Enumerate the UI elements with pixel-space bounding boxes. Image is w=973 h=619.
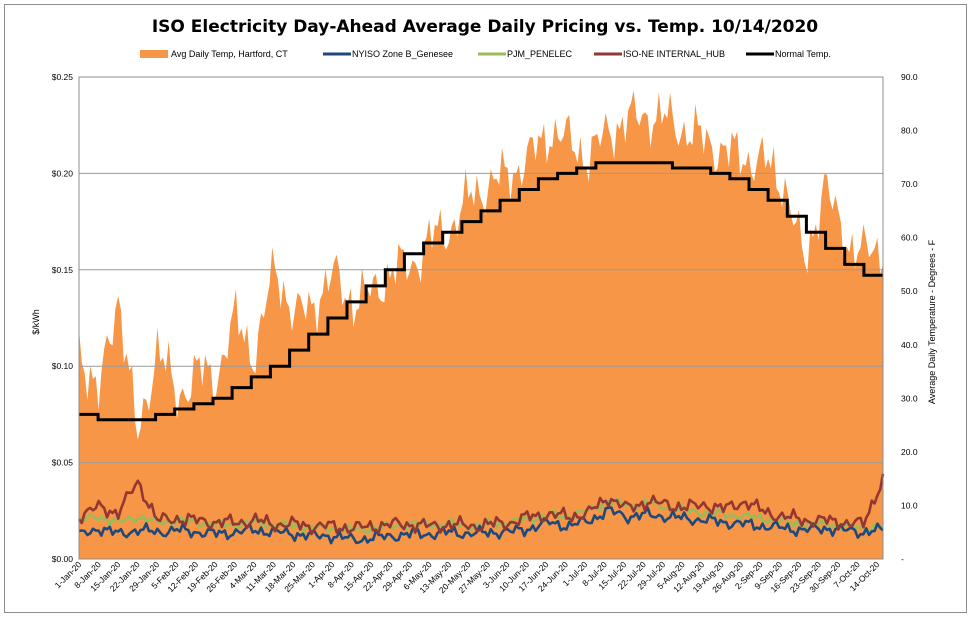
legend-label-isone: ISO-NE INTERNAL_HUB bbox=[623, 49, 725, 59]
right-tick-label: 70.0 bbox=[901, 179, 918, 189]
legend-label-normal: Normal Temp. bbox=[775, 49, 831, 59]
axes bbox=[78, 76, 884, 560]
right-tick-label: 10.0 bbox=[901, 500, 918, 510]
right-axis-ticks: - 10.0 20.0 30.0 40.0 50.0 60.0 70.0 80.0 90.0 bbox=[901, 72, 918, 564]
left-tick-label: $0.00 bbox=[52, 554, 74, 564]
right-tick-label: 90.0 bbox=[901, 72, 918, 82]
plot-area bbox=[79, 90, 883, 560]
chart-frame: ISO Electricity Day-Ahead Average Daily … bbox=[4, 4, 967, 613]
right-axis-label: Average Daily Temperature - Degrees - F bbox=[927, 239, 937, 404]
left-axis-label: $/kWh bbox=[31, 309, 41, 335]
chart: ISO Electricity Day-Ahead Average Daily … bbox=[31, 17, 937, 595]
left-tick-label: $0.05 bbox=[52, 458, 74, 468]
right-tick-label: 50.0 bbox=[901, 286, 918, 296]
plot-border bbox=[78, 76, 884, 560]
right-tick-label: 20.0 bbox=[901, 447, 918, 457]
legend-label-temp: Avg Daily Temp, Hartford, CT bbox=[171, 49, 288, 59]
legend-label-pjm: PJM_PENELEC bbox=[507, 49, 573, 59]
series-lines bbox=[77, 161, 885, 545]
right-tick-label: 80.0 bbox=[901, 126, 918, 136]
left-axis-ticks: $0.00 $0.05 $0.10 $0.15 $0.20 $0.25 bbox=[52, 72, 74, 564]
temp-area bbox=[79, 90, 883, 560]
x-axis-ticks: 1-Jan-208-Jan-2015-Jan-2022-Jan-2029-Jan… bbox=[53, 559, 882, 595]
chart-title: ISO Electricity Day-Ahead Average Daily … bbox=[152, 17, 818, 37]
legend: Avg Daily Temp, Hartford, CT NYISO Zone … bbox=[140, 49, 831, 59]
right-tick-label: 60.0 bbox=[901, 233, 918, 243]
series-line-isone bbox=[77, 473, 885, 536]
left-tick-label: $0.25 bbox=[52, 72, 74, 82]
right-tick-label: 40.0 bbox=[901, 340, 918, 350]
right-tick-label: 30.0 bbox=[901, 393, 918, 403]
right-tick-label: - bbox=[901, 554, 904, 564]
series-line-normal-temp bbox=[79, 161, 883, 422]
legend-label-nyiso: NYISO Zone B_Genesee bbox=[352, 49, 453, 59]
left-tick-label: $0.15 bbox=[52, 265, 74, 275]
left-tick-label: $0.10 bbox=[52, 361, 74, 371]
legend-swatch-temp bbox=[140, 50, 168, 58]
left-tick-label: $0.20 bbox=[52, 168, 74, 178]
